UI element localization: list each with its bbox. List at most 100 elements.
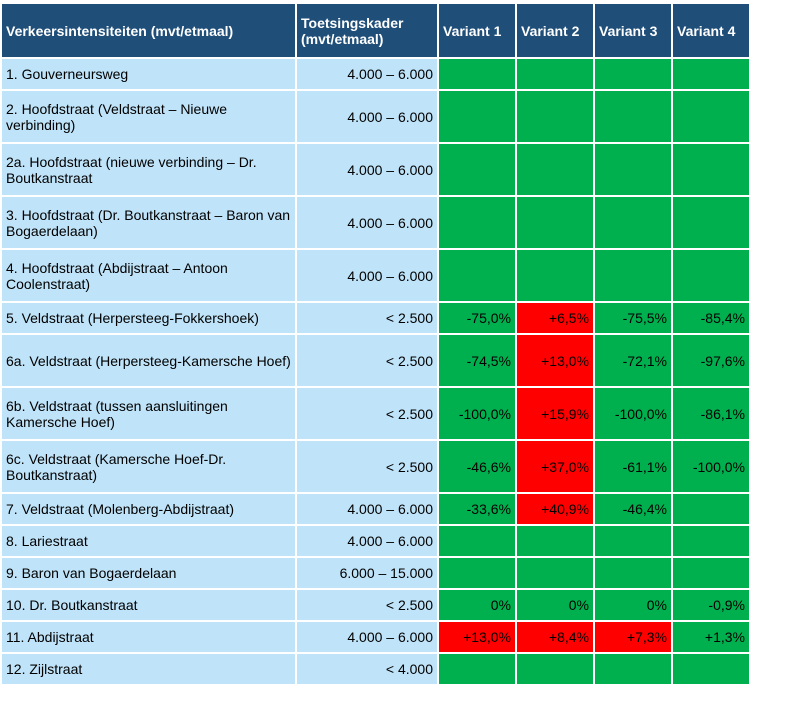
table-row: 6b. Veldstraat (tussen aansluitingen Kam… bbox=[2, 388, 749, 439]
norm-value: < 2.500 bbox=[297, 441, 437, 492]
norm-value: < 2.500 bbox=[297, 303, 437, 333]
variant-3-cell: -100,0% bbox=[595, 388, 671, 439]
variant-1-cell: -75,0% bbox=[439, 303, 515, 333]
variant-3-cell bbox=[595, 144, 671, 195]
header-row: Verkeersintensiteiten (mvt/etmaal) Toets… bbox=[2, 4, 749, 57]
table-row: 4. Hoofdstraat (Abdijstraat – Antoon Coo… bbox=[2, 250, 749, 301]
variant-1-cell bbox=[439, 91, 515, 142]
variant-3-cell bbox=[595, 558, 671, 588]
header-variant-2: Variant 2 bbox=[517, 4, 593, 57]
variant-4-cell: -85,4% bbox=[673, 303, 749, 333]
road-name: 11. Abdijstraat bbox=[2, 622, 295, 652]
variant-4-cell: -97,6% bbox=[673, 335, 749, 386]
norm-value: 4.000 – 6.000 bbox=[297, 91, 437, 142]
norm-value: 4.000 – 6.000 bbox=[297, 526, 437, 556]
road-name: 5. Veldstraat (Herpersteeg-Fokkershoek) bbox=[2, 303, 295, 333]
clipped-caption-strip bbox=[0, 0, 787, 3]
variant-3-cell bbox=[595, 91, 671, 142]
norm-value: 4.000 – 6.000 bbox=[297, 197, 437, 248]
variant-1-cell bbox=[439, 558, 515, 588]
norm-value: 4.000 – 6.000 bbox=[297, 250, 437, 301]
variant-1-cell bbox=[439, 197, 515, 248]
table-row: 11. Abdijstraat 4.000 – 6.000 +13,0% +8,… bbox=[2, 622, 749, 652]
variant-1-cell: 0% bbox=[439, 590, 515, 620]
variant-2-cell bbox=[517, 144, 593, 195]
variant-4-cell bbox=[673, 197, 749, 248]
table-row: 5. Veldstraat (Herpersteeg-Fokkershoek) … bbox=[2, 303, 749, 333]
variant-1-cell: -33,6% bbox=[439, 494, 515, 524]
variant-2-cell: +6,5% bbox=[517, 303, 593, 333]
road-name: 6b. Veldstraat (tussen aansluitingen Kam… bbox=[2, 388, 295, 439]
table-row: 2a. Hoofdstraat (nieuwe verbinding – Dr.… bbox=[2, 144, 749, 195]
variant-2-cell: +15,9% bbox=[517, 388, 593, 439]
table-row: 2. Hoofdstraat (Veldstraat – Nieuwe verb… bbox=[2, 91, 749, 142]
variant-2-cell bbox=[517, 59, 593, 89]
variant-3-cell: -46,4% bbox=[595, 494, 671, 524]
norm-value: < 2.500 bbox=[297, 335, 437, 386]
variant-3-cell: +7,3% bbox=[595, 622, 671, 652]
variant-3-cell bbox=[595, 197, 671, 248]
table-row: 12. Zijlstraat < 4.000 bbox=[2, 654, 749, 684]
norm-value: 4.000 – 6.000 bbox=[297, 59, 437, 89]
header-norm: Toetsingskader (mvt/etmaal) bbox=[297, 4, 437, 57]
norm-value: < 2.500 bbox=[297, 590, 437, 620]
variant-2-cell bbox=[517, 526, 593, 556]
variant-3-cell: -61,1% bbox=[595, 441, 671, 492]
variant-4-cell: +1,3% bbox=[673, 622, 749, 652]
road-name: 6c. Veldstraat (Kamersche Hoef-Dr. Boutk… bbox=[2, 441, 295, 492]
road-name: 8. Lariestraat bbox=[2, 526, 295, 556]
variant-2-cell: +40,9% bbox=[517, 494, 593, 524]
variant-1-cell: -46,6% bbox=[439, 441, 515, 492]
road-name: 12. Zijlstraat bbox=[2, 654, 295, 684]
table-row: 10. Dr. Boutkanstraat < 2.500 0% 0% 0% -… bbox=[2, 590, 749, 620]
variant-1-cell bbox=[439, 526, 515, 556]
table-row: 6a. Veldstraat (Herpersteeg-Kamersche Ho… bbox=[2, 335, 749, 386]
variant-1-cell: -100,0% bbox=[439, 388, 515, 439]
table-row: 8. Lariestraat 4.000 – 6.000 bbox=[2, 526, 749, 556]
road-name: 6a. Veldstraat (Herpersteeg-Kamersche Ho… bbox=[2, 335, 295, 386]
variant-2-cell: +8,4% bbox=[517, 622, 593, 652]
variant-3-cell: 0% bbox=[595, 590, 671, 620]
variant-4-cell bbox=[673, 250, 749, 301]
header-variant-1: Variant 1 bbox=[439, 4, 515, 57]
variant-4-cell bbox=[673, 558, 749, 588]
table-row: 3. Hoofdstraat (Dr. Boutkanstraat – Baro… bbox=[2, 197, 749, 248]
variant-2-cell bbox=[517, 558, 593, 588]
norm-value: 4.000 – 6.000 bbox=[297, 622, 437, 652]
variant-2-cell: 0% bbox=[517, 590, 593, 620]
variant-4-cell bbox=[673, 526, 749, 556]
variant-2-cell bbox=[517, 197, 593, 248]
variant-1-cell: +13,0% bbox=[439, 622, 515, 652]
table-row: 7. Veldstraat (Molenberg-Abdijstraat) 4.… bbox=[2, 494, 749, 524]
variant-4-cell: -86,1% bbox=[673, 388, 749, 439]
road-name: 3. Hoofdstraat (Dr. Boutkanstraat – Baro… bbox=[2, 197, 295, 248]
variant-2-cell: +13,0% bbox=[517, 335, 593, 386]
variant-1-cell bbox=[439, 250, 515, 301]
road-name: 9. Baron van Bogaerdelaan bbox=[2, 558, 295, 588]
header-variant-4: Variant 4 bbox=[673, 4, 749, 57]
norm-value: 4.000 – 6.000 bbox=[297, 494, 437, 524]
road-name: 2. Hoofdstraat (Veldstraat – Nieuwe verb… bbox=[2, 91, 295, 142]
road-name: 2a. Hoofdstraat (nieuwe verbinding – Dr.… bbox=[2, 144, 295, 195]
norm-value: 4.000 – 6.000 bbox=[297, 144, 437, 195]
variant-4-cell bbox=[673, 59, 749, 89]
variant-4-cell bbox=[673, 654, 749, 684]
variant-3-cell bbox=[595, 526, 671, 556]
variant-2-cell: +37,0% bbox=[517, 441, 593, 492]
table-row: 6c. Veldstraat (Kamersche Hoef-Dr. Boutk… bbox=[2, 441, 749, 492]
variant-4-cell: -0,9% bbox=[673, 590, 749, 620]
table-row: 1. Gouverneursweg 4.000 – 6.000 bbox=[2, 59, 749, 89]
road-name: 7. Veldstraat (Molenberg-Abdijstraat) bbox=[2, 494, 295, 524]
variant-4-cell bbox=[673, 91, 749, 142]
variant-3-cell: -75,5% bbox=[595, 303, 671, 333]
norm-value: 6.000 – 15.000 bbox=[297, 558, 437, 588]
header-variant-3: Variant 3 bbox=[595, 4, 671, 57]
traffic-intensity-table: Verkeersintensiteiten (mvt/etmaal) Toets… bbox=[0, 2, 751, 686]
variant-2-cell bbox=[517, 250, 593, 301]
variant-3-cell bbox=[595, 654, 671, 684]
norm-value: < 4.000 bbox=[297, 654, 437, 684]
variant-3-cell bbox=[595, 59, 671, 89]
road-name: 1. Gouverneursweg bbox=[2, 59, 295, 89]
variant-4-cell bbox=[673, 144, 749, 195]
variant-4-cell bbox=[673, 494, 749, 524]
